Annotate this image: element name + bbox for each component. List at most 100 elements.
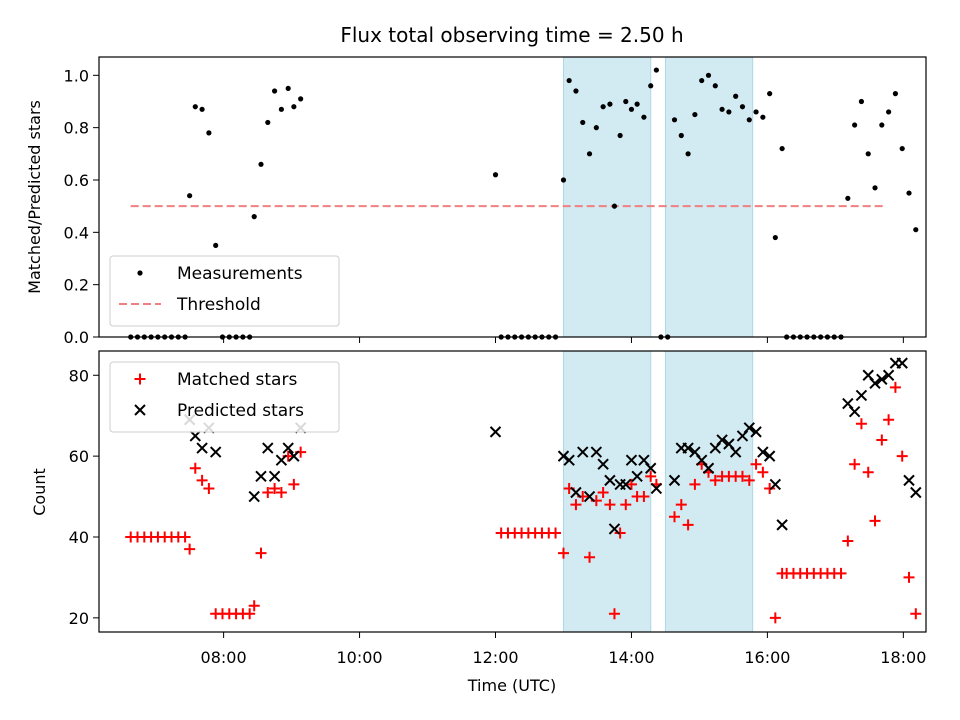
matched-point <box>896 450 908 462</box>
predicted-point <box>209 446 222 458</box>
measurement-point <box>611 203 618 209</box>
matched-point <box>862 466 874 478</box>
matched-point <box>849 458 861 470</box>
predicted-point <box>196 442 208 454</box>
legend-label: Matched stars <box>177 370 297 390</box>
plot-frame <box>98 56 927 338</box>
matched-point <box>614 527 626 539</box>
legend-marker <box>134 404 146 416</box>
matched-point <box>769 612 781 624</box>
measurement-point <box>712 83 718 89</box>
y-tick-label: 0.6 <box>64 171 89 190</box>
predicted-point <box>869 377 881 390</box>
measurement-point <box>258 161 264 167</box>
measurement-point <box>593 125 599 131</box>
matched-point <box>743 474 755 486</box>
matched-point <box>203 482 215 494</box>
measurement-point <box>753 109 759 115</box>
bottom-panel: 20 40 60 80 08:00 10:00 12:00 14:00 16:00 18:00 Ma… <box>69 350 927 667</box>
measurement-point <box>298 96 304 102</box>
x-tick-label: 14:00 <box>608 648 654 667</box>
measurement-point <box>628 106 635 112</box>
matched-point <box>757 466 769 478</box>
measurement-point <box>634 101 640 107</box>
predicted-point <box>716 434 728 446</box>
measurement-point <box>892 91 899 97</box>
y-tick-label: 80 <box>69 366 89 385</box>
matched-point <box>255 547 267 559</box>
y-tick-label: 0.4 <box>64 223 89 242</box>
highlight-band <box>562 56 652 338</box>
predicted-point <box>248 490 260 503</box>
matched-point <box>709 474 721 486</box>
y-tick-label: 20 <box>69 609 89 628</box>
measurement-point <box>187 193 193 199</box>
matched-point <box>184 543 196 555</box>
matched-point <box>669 511 681 523</box>
predicted-point <box>910 486 922 499</box>
predicted-point <box>848 405 861 418</box>
matched-point <box>835 567 847 579</box>
measurement-point <box>265 119 271 126</box>
measurement-point <box>865 151 871 157</box>
measurement-point <box>772 234 778 241</box>
y-tick-label: 0.0 <box>64 328 89 347</box>
highlight-band <box>664 56 754 338</box>
predicted-point <box>855 389 868 402</box>
predicted-point <box>275 454 288 466</box>
y-tick-label: 0.2 <box>64 276 89 295</box>
y-tick-label: 1.0 <box>64 66 89 85</box>
predicted-point <box>757 446 769 458</box>
legend-label: Measurements <box>177 264 303 284</box>
matched-point <box>910 608 922 620</box>
measurement-point <box>251 214 257 220</box>
predicted-point <box>625 454 638 466</box>
measurement-point <box>586 151 593 157</box>
predicted-point <box>282 442 294 454</box>
measurement-point <box>913 227 919 233</box>
matched-point <box>189 462 201 474</box>
matched-point <box>842 535 854 547</box>
measurement-point <box>653 67 659 73</box>
measurement-point <box>671 117 678 123</box>
measurement-point <box>192 104 198 110</box>
measurement-point <box>648 83 654 89</box>
predicted-point <box>489 426 502 438</box>
matched-point <box>620 499 632 511</box>
matched-point <box>645 470 657 482</box>
predicted-point <box>882 369 895 381</box>
matched-point <box>876 434 888 446</box>
legend-label: Predicted stars <box>177 401 304 421</box>
predicted-point <box>750 426 762 438</box>
matched-point <box>557 547 569 559</box>
predicted-point <box>620 478 632 491</box>
matched-point <box>262 487 274 499</box>
predicted-point <box>557 450 570 462</box>
predicted-point <box>631 470 643 483</box>
matched-point <box>608 608 620 620</box>
plot-frame <box>98 350 927 633</box>
measurement-point <box>872 185 878 191</box>
measurement-point <box>278 106 284 112</box>
predicted-point <box>604 474 616 487</box>
predicted-point <box>255 470 267 483</box>
matched-point <box>269 482 281 494</box>
predicted-point <box>763 450 776 462</box>
x-tick-label: 18:00 <box>880 648 926 667</box>
matched-point <box>584 551 596 563</box>
predicted-point <box>743 422 755 434</box>
matched-point <box>736 470 748 482</box>
predicted-point <box>876 373 888 386</box>
matched-point <box>196 474 208 486</box>
predicted-point <box>583 490 596 503</box>
matched-point <box>288 478 300 490</box>
measurement-point <box>566 77 572 84</box>
predicted-point <box>682 442 694 454</box>
measurement-point <box>199 106 205 112</box>
matched-point <box>550 527 562 539</box>
measurement-point <box>767 91 773 97</box>
measurement-point <box>739 104 746 110</box>
matched-point <box>675 499 687 511</box>
measurement-point <box>271 88 278 94</box>
